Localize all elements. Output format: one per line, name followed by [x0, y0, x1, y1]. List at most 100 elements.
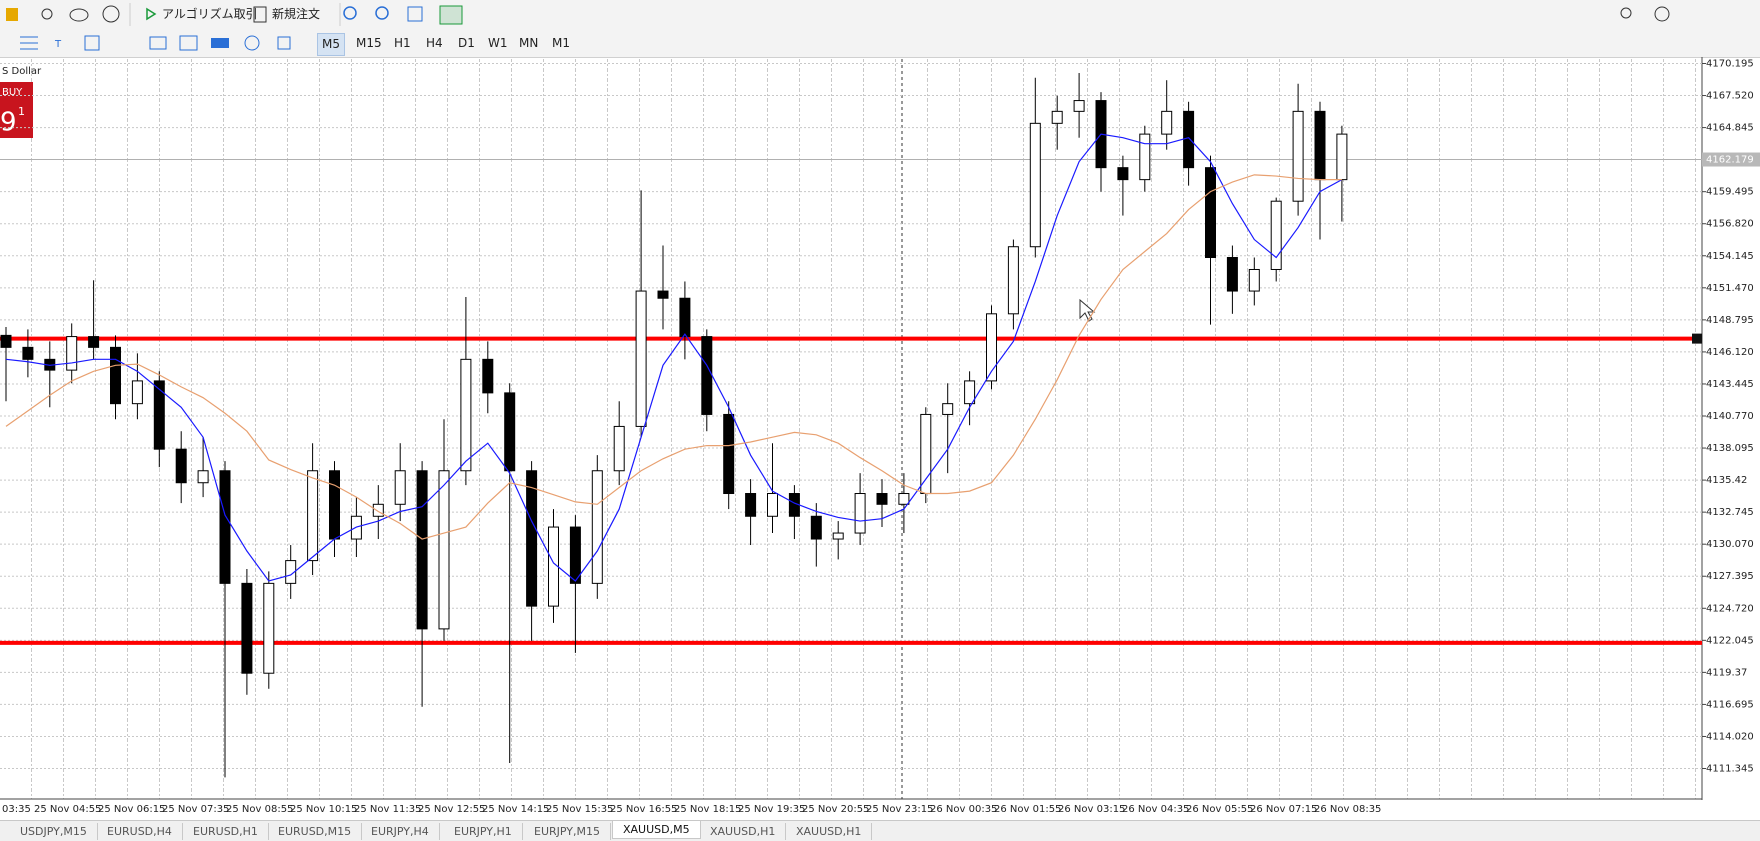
x-tick-label: 26 Nov 01:55 — [994, 804, 1061, 815]
candle-body — [110, 346, 121, 405]
icon[interactable] — [41, 8, 53, 20]
vertical-grid — [0, 59, 1702, 799]
icon[interactable] — [84, 35, 100, 51]
chart-tab[interactable]: EURUSD,H1 — [183, 823, 269, 840]
icon[interactable] — [211, 38, 229, 48]
candle-body — [1139, 133, 1151, 181]
x-tick-label: 25 Nov 14:15 — [482, 804, 549, 815]
candle-body — [307, 470, 319, 562]
timeframe-button[interactable]: M5 — [317, 33, 345, 56]
chart-tab[interactable]: EURUSD,M15 — [268, 823, 363, 840]
x-tick-label: 26 Nov 03:15 — [1058, 804, 1125, 815]
icon[interactable] — [375, 6, 389, 20]
y-tick-label: 4127.395 — [1706, 571, 1754, 582]
algo-trading-button[interactable]: アルゴリズム取引 — [162, 7, 258, 21]
icon[interactable] — [149, 36, 167, 50]
candle-body — [372, 503, 384, 517]
buy-label: BUY — [2, 87, 23, 98]
timeframe-button[interactable]: W1 — [488, 36, 508, 50]
candle-body — [1248, 268, 1260, 292]
candle-body — [1073, 100, 1085, 112]
icon[interactable] — [244, 35, 260, 51]
candle-body — [22, 346, 34, 360]
candle-body — [416, 470, 428, 630]
icon[interactable] — [179, 35, 198, 51]
candle-body — [767, 493, 778, 517]
timeframe-button[interactable]: D1 — [458, 36, 475, 50]
y-tick-label: 4130.070 — [1706, 539, 1754, 550]
chart-tab[interactable]: EURUSD,H4 — [97, 823, 183, 840]
candle-body — [1226, 257, 1238, 292]
candle-body — [1117, 167, 1129, 181]
candle-body — [1270, 200, 1282, 270]
buy-price-superscript: 1 — [18, 105, 25, 118]
candle-body — [1205, 167, 1216, 259]
candle-body — [197, 470, 209, 484]
candle-body — [810, 515, 822, 540]
icon[interactable] — [69, 8, 89, 22]
toolbar-icons — [6, 3, 463, 26]
icon[interactable] — [407, 6, 423, 22]
chart-tabs: USDJPY,M15 EURUSD,H4 EURUSD,H1 EURUSD,M15 EU… — [0, 820, 1760, 841]
candle-body — [920, 413, 932, 495]
x-tick-label: 25 Nov 12:55 — [418, 804, 485, 815]
x-tick-label: 26 Nov 04:35 — [1122, 804, 1189, 815]
y-tick-label: 4146.120 — [1706, 347, 1754, 358]
candle-body — [1029, 122, 1041, 248]
chart-tab[interactable]: USDJPY,M15 — [10, 823, 98, 840]
y-tick-label: 4159.495 — [1706, 187, 1754, 198]
icon[interactable] — [277, 36, 291, 50]
toolbar-right-icons — [1620, 6, 1670, 22]
chart-tab[interactable]: XAUUSD,H1 — [700, 823, 787, 840]
x-tick-label: 25 Nov 15:35 — [546, 804, 613, 815]
candle-body — [1161, 110, 1173, 135]
candle-body — [832, 532, 844, 540]
icon[interactable] — [439, 5, 463, 25]
y-tick-label: 4138.095 — [1706, 443, 1754, 454]
x-tick-label: 25 Nov 04:55 — [34, 804, 101, 815]
candle-body — [964, 380, 976, 405]
candle-body — [329, 470, 340, 540]
x-tick-label: 25 Nov 23:15 — [866, 804, 933, 815]
y-tick-label: 4111.345 — [1706, 764, 1754, 775]
chart-tab[interactable]: EURJPY,M15 — [524, 823, 611, 840]
icon[interactable] — [6, 8, 18, 21]
x-tick-label: 25 Nov 10:15 — [290, 804, 357, 815]
candle-body — [635, 290, 647, 427]
x-tick-label: 25 Nov 08:55 — [226, 804, 293, 815]
y-tick-label: 4124.720 — [1706, 603, 1754, 614]
y-tick-label: 4135.42 — [1706, 475, 1747, 486]
icon[interactable]: T — [54, 39, 62, 50]
chart-tab[interactable]: XAUUSD,H1 — [786, 823, 873, 840]
new-order-button[interactable]: 新規注文 — [272, 7, 321, 21]
timeframe-button[interactable]: H1 — [394, 36, 411, 50]
icon[interactable] — [343, 6, 357, 20]
candle-body — [460, 358, 472, 472]
icon[interactable] — [1654, 6, 1670, 22]
timeframe-button[interactable]: M15 — [356, 36, 382, 50]
candle-body — [526, 470, 538, 607]
y-tick-label: 4116.695 — [1706, 699, 1754, 710]
candle-body — [701, 336, 713, 415]
chart-tab[interactable]: EURJPY,H4 — [361, 823, 440, 840]
chart-tab[interactable]: XAUUSD,M5 — [612, 821, 701, 839]
candle-body — [285, 560, 297, 584]
timeframe-button[interactable]: M1 — [552, 36, 570, 50]
buy-panel[interactable] — [0, 82, 33, 138]
x-tick-label: 25 Nov 11:35 — [354, 804, 421, 815]
chart-tab[interactable]: EURJPY,H1 — [444, 823, 523, 840]
symbol-label: S Dollar — [2, 66, 42, 77]
candle-body — [1336, 133, 1348, 181]
buy-price: 9 — [0, 108, 17, 138]
x-tick-label: 26 Nov 07:15 — [1250, 804, 1317, 815]
icon[interactable] — [253, 6, 267, 23]
icon[interactable] — [146, 7, 157, 21]
x-tick-label: 26 Nov 08:35 — [1314, 804, 1381, 815]
drawing-icons: T — [20, 35, 291, 51]
timeframe-button[interactable]: MN — [519, 36, 539, 50]
x-tick-label: 26 Nov 00:35 — [930, 804, 997, 815]
icon[interactable] — [1620, 7, 1632, 19]
candle-body — [854, 493, 866, 534]
timeframe-button[interactable]: H4 — [426, 36, 443, 50]
icon[interactable] — [102, 5, 120, 23]
